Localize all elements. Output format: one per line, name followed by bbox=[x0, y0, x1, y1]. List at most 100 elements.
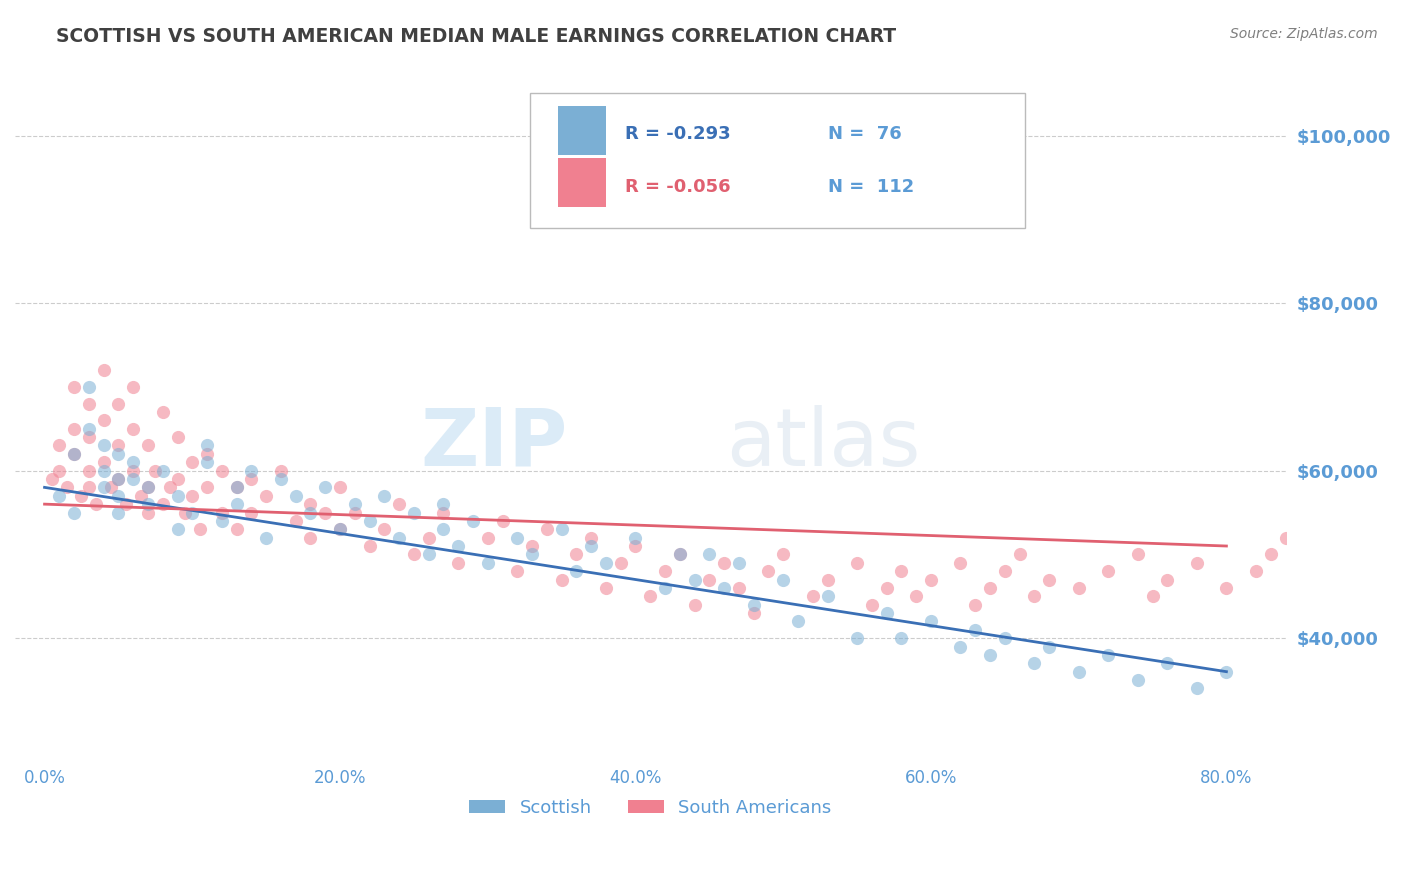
Point bbox=[920, 615, 942, 629]
Point bbox=[136, 497, 159, 511]
Point bbox=[254, 489, 277, 503]
Point bbox=[188, 522, 211, 536]
Point bbox=[284, 514, 307, 528]
Point bbox=[93, 438, 115, 452]
Point bbox=[1024, 589, 1046, 603]
Point bbox=[477, 531, 499, 545]
Point bbox=[994, 631, 1017, 645]
Point bbox=[876, 581, 898, 595]
Point bbox=[63, 447, 86, 461]
Point bbox=[107, 447, 129, 461]
Point bbox=[166, 522, 188, 536]
Point bbox=[270, 472, 292, 486]
Point bbox=[728, 581, 751, 595]
Point bbox=[728, 556, 751, 570]
Point bbox=[965, 623, 987, 637]
Point bbox=[41, 472, 63, 486]
Point bbox=[1008, 548, 1031, 562]
Point bbox=[122, 422, 145, 436]
Point bbox=[890, 631, 912, 645]
Point bbox=[742, 606, 765, 620]
Point bbox=[579, 531, 602, 545]
Point bbox=[1142, 589, 1164, 603]
Point bbox=[1067, 581, 1090, 595]
Point bbox=[77, 422, 100, 436]
Point bbox=[343, 497, 366, 511]
Point bbox=[240, 464, 263, 478]
Point bbox=[1185, 556, 1208, 570]
Point bbox=[93, 363, 115, 377]
Point bbox=[225, 480, 247, 494]
Point bbox=[122, 472, 145, 486]
Point bbox=[979, 648, 1001, 662]
Point bbox=[329, 480, 352, 494]
Point bbox=[1156, 573, 1178, 587]
Point bbox=[817, 589, 839, 603]
Text: N =  112: N = 112 bbox=[828, 178, 914, 196]
Point bbox=[181, 455, 204, 469]
Legend: Scottish, South Americans: Scottish, South Americans bbox=[461, 792, 839, 824]
Point bbox=[1097, 648, 1119, 662]
Point bbox=[63, 506, 86, 520]
Point bbox=[240, 472, 263, 486]
Point bbox=[1156, 657, 1178, 671]
Point bbox=[359, 539, 381, 553]
Point bbox=[994, 564, 1017, 578]
Point bbox=[506, 531, 529, 545]
Point bbox=[787, 615, 810, 629]
Point bbox=[225, 522, 247, 536]
Point bbox=[890, 564, 912, 578]
Point bbox=[122, 455, 145, 469]
Point bbox=[713, 581, 735, 595]
Point bbox=[565, 564, 588, 578]
Point bbox=[432, 497, 454, 511]
Point bbox=[284, 489, 307, 503]
Text: Source: ZipAtlas.com: Source: ZipAtlas.com bbox=[1230, 27, 1378, 41]
Point bbox=[447, 539, 470, 553]
Point bbox=[1289, 573, 1312, 587]
Point bbox=[654, 581, 676, 595]
Point bbox=[211, 506, 233, 520]
Point bbox=[166, 430, 188, 444]
Text: R = -0.056: R = -0.056 bbox=[624, 178, 731, 196]
Point bbox=[1038, 640, 1060, 654]
Point bbox=[107, 472, 129, 486]
Point bbox=[491, 514, 513, 528]
Point bbox=[579, 539, 602, 553]
Point bbox=[181, 489, 204, 503]
Point bbox=[107, 396, 129, 410]
Point bbox=[93, 413, 115, 427]
Point bbox=[1126, 548, 1149, 562]
Point bbox=[536, 522, 558, 536]
Text: atlas: atlas bbox=[727, 405, 921, 483]
Point bbox=[63, 380, 86, 394]
Point bbox=[772, 548, 794, 562]
Point bbox=[93, 480, 115, 494]
Point bbox=[225, 497, 247, 511]
Point bbox=[159, 480, 181, 494]
Point bbox=[624, 531, 647, 545]
Point bbox=[136, 438, 159, 452]
Point bbox=[520, 539, 543, 553]
Point bbox=[329, 522, 352, 536]
Point bbox=[166, 472, 188, 486]
Point bbox=[107, 506, 129, 520]
Text: SCOTTISH VS SOUTH AMERICAN MEDIAN MALE EARNINGS CORRELATION CHART: SCOTTISH VS SOUTH AMERICAN MEDIAN MALE E… bbox=[56, 27, 897, 45]
Point bbox=[373, 522, 395, 536]
Point bbox=[846, 556, 869, 570]
Point bbox=[136, 506, 159, 520]
Point bbox=[550, 522, 572, 536]
Point bbox=[129, 489, 152, 503]
Point bbox=[143, 464, 166, 478]
Point bbox=[860, 598, 883, 612]
Point bbox=[432, 522, 454, 536]
Point bbox=[100, 480, 122, 494]
Point bbox=[107, 438, 129, 452]
Point bbox=[195, 438, 218, 452]
Point bbox=[107, 489, 129, 503]
Point bbox=[1067, 665, 1090, 679]
Point bbox=[905, 589, 928, 603]
Point bbox=[299, 497, 322, 511]
Point bbox=[77, 480, 100, 494]
Point bbox=[432, 506, 454, 520]
